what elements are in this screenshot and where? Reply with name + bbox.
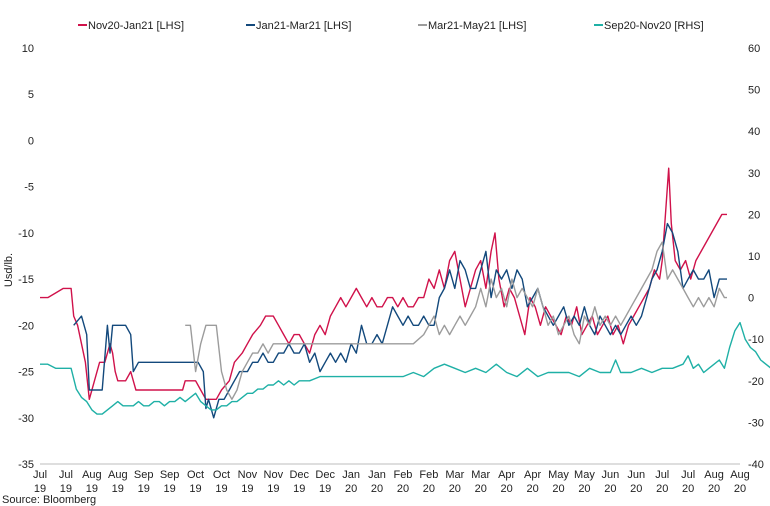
x-tick-label-year: 19 [241,483,253,495]
x-tick-label-year: 20 [423,483,435,495]
x-tick-label-year: 20 [682,483,694,495]
x-tick-label-year: 20 [397,483,409,495]
x-tick-label-year: 20 [501,483,513,495]
y-right-tick-label: 10 [748,251,760,263]
y-right-tick-label: -30 [748,417,764,429]
y-right-tick-label: 30 [748,168,760,180]
x-tick-label-year: 20 [630,483,642,495]
x-tick-label-year: 19 [60,483,72,495]
x-tick-label-year: 20 [578,483,590,495]
y-left-tick-label: -5 [24,182,34,194]
x-tick-label-month: Jul [59,469,73,481]
y-right-tick-label: 50 [748,85,760,97]
y-right-tick-label: -20 [748,376,764,388]
x-tick-label-month: Aug [730,469,750,481]
x-tick-label-month: Sep [134,469,154,481]
x-tick-label-month: Jul [33,469,47,481]
x-tick-label-month: Jul [681,469,695,481]
x-tick-label-month: Nov [238,469,258,481]
series-line-4 [40,321,770,415]
y-left-tick-label: -15 [18,274,34,286]
y-left-tick-label: -20 [18,320,34,332]
x-tick-label-year: 19 [34,483,46,495]
y-left-tick-label: -30 [18,413,34,425]
x-tick-label-month: Apr [498,469,515,481]
x-tick-label-year: 20 [526,483,538,495]
axes: 1050-5-10-15-20-25-30-356050403020100-10… [18,43,764,495]
series-group [40,167,770,419]
x-tick-label-month: Aug [108,469,128,481]
y-right-tick-label: 20 [748,209,760,221]
x-tick-label-month: Apr [524,469,541,481]
x-tick-label-year: 19 [138,483,150,495]
y-right-tick-label: 60 [748,43,760,55]
legend-label: Nov20-Jan21 [LHS] [88,20,184,32]
x-tick-label-month: Jan [368,469,386,481]
x-tick-label-year: 19 [112,483,124,495]
x-tick-label-year: 19 [189,483,201,495]
x-tick-label-year: 20 [656,483,668,495]
x-tick-label-year: 20 [371,483,383,495]
x-tick-label-year: 20 [345,483,357,495]
legend-label: Jan21-Mar21 [LHS] [256,20,351,32]
y-right-tick-label: 0 [748,293,754,305]
x-tick-label-year: 19 [319,483,331,495]
x-tick-label-year: 20 [552,483,564,495]
x-tick-label-month: May [574,469,595,481]
y-left-tick-label: 0 [28,135,34,147]
x-tick-label-year: 19 [267,483,279,495]
x-tick-label-month: Feb [393,469,412,481]
source-note: Source: Bloomberg [2,494,96,506]
legend: Nov20-Jan21 [LHS] Jan21-Mar21 [LHS] Mar21-… [78,20,704,32]
series-line-3 [185,241,727,400]
x-tick-label-month: Dec [289,469,309,481]
x-tick-label-month: Mar [445,469,464,481]
x-tick-label-year: 20 [475,483,487,495]
x-tick-label-month: Dec [315,469,335,481]
x-tick-label-month: May [548,469,569,481]
x-tick-label-year: 19 [86,483,98,495]
x-tick-label-month: Oct [187,469,204,481]
y-left-tick-label: -25 [18,367,34,379]
series-line-1 [40,167,727,400]
y-axis-title-left: Usd/lb. [3,253,15,287]
x-tick-label-year: 20 [734,483,746,495]
y-left-tick-label: 5 [28,89,34,101]
y-left-tick-label: -10 [18,228,34,240]
series-line-2 [73,222,727,419]
y-right-tick-label: 40 [748,126,760,138]
x-tick-label-month: Feb [419,469,438,481]
legend-label: Sep20-Nov20 [RHS] [604,20,704,32]
x-tick-label-month: Oct [213,469,230,481]
x-tick-label-year: 20 [604,483,616,495]
x-tick-label-year: 20 [708,483,720,495]
x-tick-label-month: Mar [471,469,490,481]
x-tick-label-month: Jun [627,469,645,481]
x-tick-label-month: Sep [160,469,180,481]
x-tick-label-month: Aug [82,469,102,481]
x-tick-label-year: 19 [215,483,227,495]
y-right-tick-label: -10 [748,334,764,346]
y-left-tick-label: -35 [18,459,34,471]
y-right-tick-label: -40 [748,459,764,471]
x-tick-label-year: 20 [449,483,461,495]
x-tick-label-month: Jul [655,469,669,481]
x-tick-label-year: 19 [164,483,176,495]
x-tick-label-year: 19 [293,483,305,495]
x-tick-label-month: Aug [704,469,724,481]
x-tick-label-month: Jan [342,469,360,481]
legend-label: Mar21-May21 [LHS] [428,20,526,32]
x-tick-label-month: Nov [264,469,284,481]
x-tick-label-month: Jun [601,469,619,481]
y-left-tick-label: 10 [22,43,34,55]
